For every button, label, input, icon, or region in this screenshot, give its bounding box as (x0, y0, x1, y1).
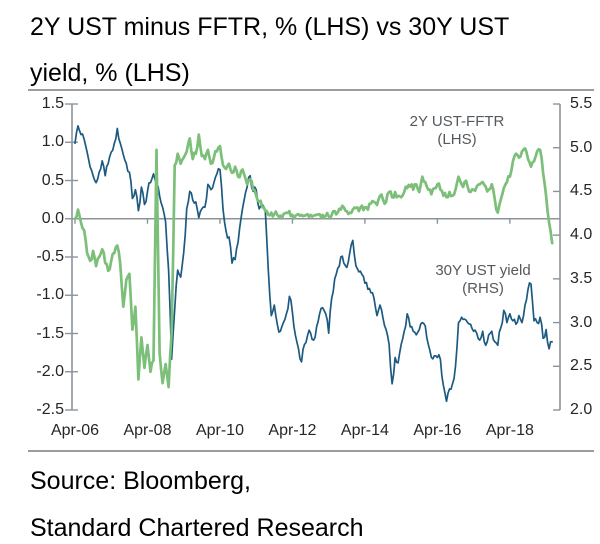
x-axis-tick-label: Apr-14 (340, 422, 389, 439)
right-axis-tick-label: 5.0 (570, 138, 593, 156)
right-axis-tick-label: 3.0 (570, 313, 593, 331)
line-2y-ust-fftr (73, 133, 554, 389)
series-label-30y-ust-yield: 30Y UST yield (RHS) (435, 262, 530, 298)
left-axis-tick-label: 1.5 (41, 95, 64, 112)
chart-title-line2: yield, % (LHS) (30, 59, 190, 87)
right-axis-tick-label: 4.0 (570, 226, 593, 244)
chart-title: 2Y UST minus FFTR, % (LHS) vs 30Y UST yi… (30, 4, 509, 96)
series-label-2y-ust-fftr-line1: 2Y UST-FFTR (409, 113, 505, 130)
series-label-30y-ust-yield-line2: (RHS) (462, 280, 504, 297)
left-axis-tick-label: 1.0 (41, 133, 64, 151)
x-axis-tick-label: Apr-06 (50, 422, 100, 439)
x-axis-tick-label: Apr-18 (485, 422, 534, 439)
left-axis-tick-label: 0.0 (41, 209, 64, 227)
series-label-2y-ust-fftr-line2: (LHS) (437, 131, 477, 148)
left-axis-tick-label: -2.0 (36, 362, 64, 380)
x-axis-tick-label: Apr-10 (195, 422, 244, 439)
line-30y-ust-yield (74, 125, 554, 403)
left-axis-tick-label: 0.5 (41, 171, 64, 189)
left-axis-tick-label: -0.5 (36, 248, 64, 265)
right-axis-tick-label: 4.5 (570, 182, 593, 200)
series-label-30y-ust-yield-line1: 30Y UST yield (435, 262, 531, 279)
source-line2: Standard Chartered Research (30, 514, 364, 542)
x-axis-tick-label: Apr-12 (268, 422, 317, 439)
series-label-2y-ust-fftr: 2Y UST-FFTR (LHS) (410, 113, 505, 149)
title-divider (28, 89, 594, 91)
right-axis-tick-label: 5.5 (570, 95, 593, 112)
source-line1: Source: Bloomberg, (30, 467, 251, 495)
left-axis-tick-label: -1.5 (36, 324, 64, 342)
axes-group (65, 103, 561, 411)
left-axis-tick-label: -2.5 (36, 401, 64, 418)
x-axis-tick-label: Apr-08 (123, 422, 172, 439)
source-divider (28, 450, 594, 452)
right-axis-tick-label: 2.0 (570, 401, 593, 418)
source-note: Source: Bloomberg, Standard Chartered Re… (30, 458, 364, 544)
chart-title-line1: 2Y UST minus FFTR, % (LHS) vs 30Y UST (30, 13, 510, 41)
left-axis-tick-label: -1.0 (36, 286, 64, 304)
x-axis-tick-label: Apr-16 (413, 422, 462, 439)
zero-gridline-group (72, 217, 560, 224)
right-axis-tick-label: 3.5 (570, 269, 593, 287)
right-axis-tick-label: 2.5 (570, 357, 593, 375)
